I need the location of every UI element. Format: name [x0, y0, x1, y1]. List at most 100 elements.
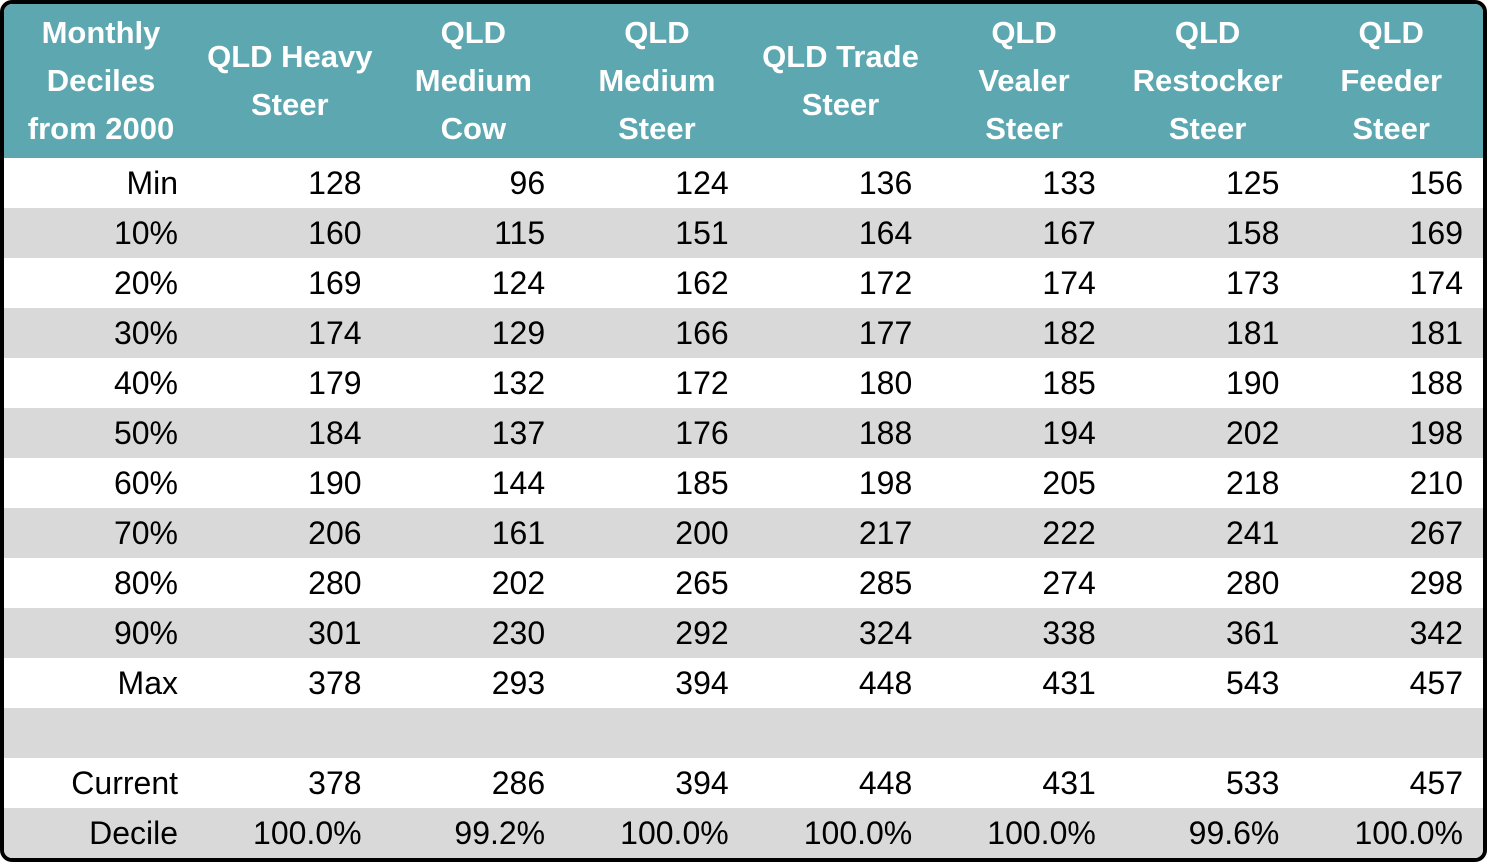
cell-value: 172 — [858, 264, 913, 301]
cell-value: 457 — [1409, 664, 1463, 701]
cell-value: 448 — [858, 664, 913, 701]
cell-value: 338 — [1042, 614, 1096, 651]
cell-value: 100.0% — [987, 814, 1096, 851]
cell-value: 161 — [491, 514, 546, 551]
cell-value: 293 — [491, 664, 546, 701]
row-label: Min — [126, 164, 178, 201]
cell-value: 280 — [308, 564, 362, 601]
cell-value: 100.0% — [1354, 814, 1463, 851]
column-header-feeder-steer: QLD Feeder Steer — [1299, 4, 1483, 158]
cell-value: 158 — [1225, 214, 1280, 251]
cell-value: 218 — [1225, 464, 1280, 501]
cell-value: 198 — [1409, 414, 1463, 451]
cell-value: 200 — [675, 514, 729, 551]
cell-value — [1116, 708, 1300, 758]
cell-value: 179 — [308, 364, 362, 401]
cell-value: 184 — [308, 414, 362, 451]
table-row — [4, 708, 1483, 758]
cell-value — [382, 708, 566, 758]
row-label: 70% — [113, 514, 178, 551]
column-header-medium-cow: QLD Medium Cow — [381, 4, 566, 158]
row-label: 60% — [113, 464, 178, 501]
cell-value: 185 — [1042, 364, 1096, 401]
table-row: 40% 179 132 172 180 185 190 188 — [4, 358, 1483, 408]
row-label: Decile — [89, 814, 178, 851]
cell-value: 124 — [491, 264, 546, 301]
cell-value: 188 — [858, 414, 913, 451]
table-row: 80% 280 202 265 285 274 280 298 — [4, 558, 1483, 608]
cell-value: 394 — [675, 664, 729, 701]
cell-value: 174 — [1409, 264, 1463, 301]
row-label: 30% — [113, 314, 178, 351]
cell-value: 182 — [1042, 314, 1096, 351]
cell-value: 133 — [1042, 164, 1096, 201]
cell-value: 361 — [1225, 614, 1280, 651]
column-header-vealer-steer: QLD Vealer Steer — [932, 4, 1116, 158]
row-label: Max — [117, 664, 178, 701]
cell-value: 448 — [858, 764, 913, 801]
cell-value: 198 — [858, 464, 913, 501]
deciles-table: Monthly Deciles from 2000 QLD Heavy Stee… — [4, 4, 1483, 858]
cell-value: 190 — [308, 464, 362, 501]
cell-value: 543 — [1225, 664, 1280, 701]
cell-value: 169 — [1409, 214, 1463, 251]
column-header-restocker-steer: QLD Restocker Steer — [1115, 4, 1300, 158]
cell-value — [1299, 708, 1483, 758]
cell-value: 167 — [1042, 214, 1096, 251]
cell-value: 160 — [308, 214, 362, 251]
cell-value: 394 — [675, 764, 729, 801]
cell-value: 176 — [675, 414, 729, 451]
cell-value: 274 — [1042, 564, 1096, 601]
cell-value: 181 — [1225, 314, 1280, 351]
cell-value: 533 — [1225, 764, 1280, 801]
cell-value: 188 — [1409, 364, 1463, 401]
cell-value — [198, 708, 382, 758]
cell-value: 137 — [491, 414, 546, 451]
cell-value: 286 — [491, 764, 546, 801]
cell-value: 128 — [308, 164, 362, 201]
row-label: 40% — [113, 364, 178, 401]
cell-value: 162 — [675, 264, 729, 301]
cell-value: 202 — [1225, 414, 1280, 451]
cell-value: 166 — [675, 314, 729, 351]
row-label: 80% — [113, 564, 178, 601]
row-label: 10% — [113, 214, 178, 251]
table-row: 30% 174 129 166 177 182 181 181 — [4, 308, 1483, 358]
cell-value: 125 — [1225, 164, 1280, 201]
cell-value: 174 — [1042, 264, 1096, 301]
cell-value: 378 — [308, 764, 362, 801]
cell-value: 156 — [1409, 164, 1463, 201]
cell-value: 431 — [1042, 764, 1096, 801]
corner-header: Monthly Deciles from 2000 — [4, 4, 198, 158]
cell-value: 136 — [858, 164, 913, 201]
table-header: Monthly Deciles from 2000 QLD Heavy Stee… — [4, 4, 1483, 158]
cell-value — [565, 708, 749, 758]
cell-value: 202 — [491, 564, 546, 601]
row-label — [4, 708, 198, 758]
cell-value: 205 — [1042, 464, 1096, 501]
cell-value: 217 — [858, 514, 913, 551]
table-row: Max 378 293 394 448 431 543 457 — [4, 658, 1483, 708]
column-header-medium-steer: QLD Medium Steer — [565, 4, 749, 158]
cell-value: 265 — [675, 564, 729, 601]
cell-value — [749, 708, 933, 758]
cell-value: 185 — [675, 464, 729, 501]
table-row: Min 128 96 124 136 133 125 156 — [4, 158, 1483, 208]
row-label: 90% — [113, 614, 178, 651]
cell-value: 267 — [1409, 514, 1463, 551]
table-row: 20% 169 124 162 172 174 173 174 — [4, 258, 1483, 308]
cell-value: 194 — [1042, 414, 1096, 451]
cell-value: 190 — [1225, 364, 1280, 401]
table-row: Decile 100.0% 99.2% 100.0% 100.0% 100.0% 99.6%… — [4, 808, 1483, 858]
cell-value: 241 — [1225, 514, 1280, 551]
table-body: Min 128 96 124 136 133 125 156 10% 160 115 151 164 16… — [4, 158, 1483, 858]
cell-value: 164 — [858, 214, 913, 251]
row-label: 50% — [113, 414, 178, 451]
cell-value: 177 — [858, 314, 913, 351]
cell-value: 100.0% — [803, 814, 913, 851]
cell-value: 99.6% — [1188, 814, 1280, 851]
cell-value: 174 — [308, 314, 362, 351]
cell-value: 181 — [1409, 314, 1463, 351]
cell-value: 342 — [1409, 614, 1463, 651]
cell-value: 280 — [1225, 564, 1280, 601]
